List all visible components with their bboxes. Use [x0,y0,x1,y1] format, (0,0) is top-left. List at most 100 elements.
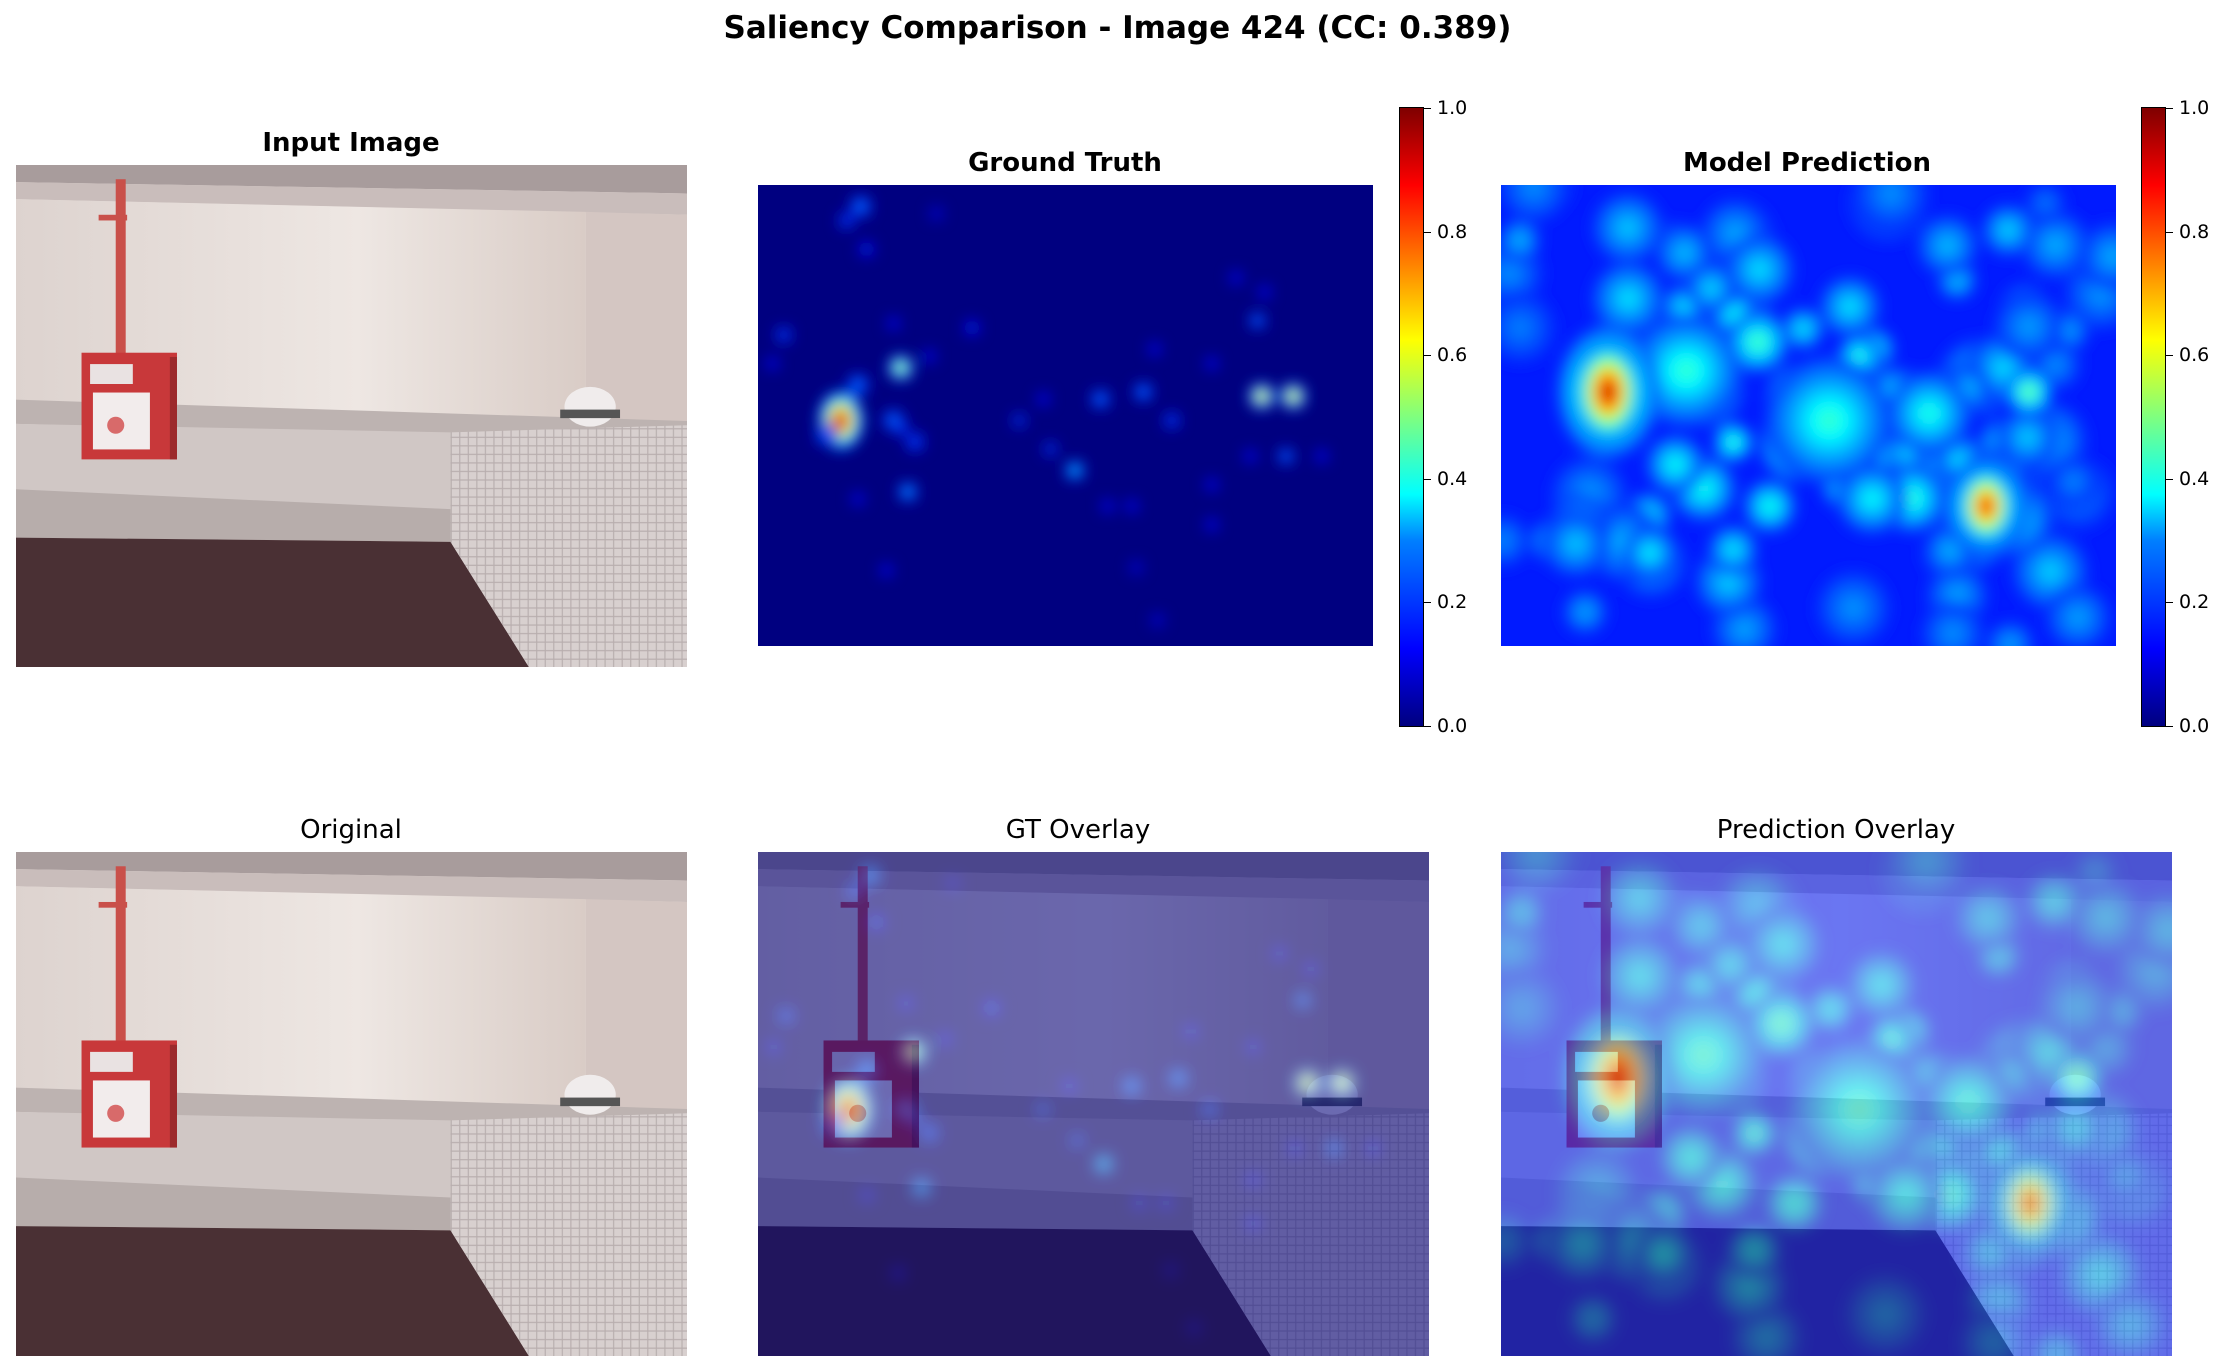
saliency-blob [855,382,860,387]
saliency-blob [1515,1001,1529,1015]
saliency-blob [1775,1017,1787,1030]
saliency-blob [903,1107,908,1112]
saliency-blob [1855,352,1863,361]
saliency-blob [1789,1198,1800,1209]
saliency-blob [912,1115,916,1119]
gt-heatmap-svg [758,185,1373,646]
saliency-blob [911,1049,917,1055]
input-scene [16,165,687,667]
saliency-blob [927,1131,932,1135]
colorbar-tick: 1.0 [2165,97,2209,119]
saliency-blob [1255,319,1259,323]
saliency-blob [1293,1147,1297,1150]
saliency-blob [2070,1000,2084,1014]
saliency-blob [2025,388,2033,396]
saliency-blob [1753,263,1766,276]
saliency-blob [2069,1122,2081,1134]
saliency-blob [2025,1196,2035,1210]
saliency-blob [1251,1222,1255,1225]
saliency-blob [1765,501,1775,511]
saliency-blob [1192,1326,1196,1330]
saliency-blob [1130,504,1134,508]
saliency-blob [2100,1043,2111,1054]
saliency-blob [904,1002,908,1005]
saliency-blob [1942,240,1953,251]
saliency-blob [1844,301,1856,312]
prediction-colorbar: 0.0 0.2 0.4 0.6 0.8 1.0 [2141,97,2209,737]
original-scene [16,852,687,1356]
saliency-blob [1945,546,1955,556]
saliency-blob [771,362,774,365]
saliency-blob [1866,493,1878,505]
saliency-blob [2006,640,2015,646]
saliency-blob [844,1104,853,1115]
saliency-blob [1301,998,1305,1002]
saliency-blob [1742,1279,1756,1293]
saliency-blob [951,881,954,885]
colorbar-tick: 0.8 [2165,221,2209,243]
saliency-blob [1189,1030,1193,1033]
saliency-blob [1905,492,1918,505]
saliency-blob [1696,981,1706,990]
saliency-blob [1153,347,1156,351]
colorbar-tick: 0.2 [2165,591,2209,613]
saliency-blob [1622,292,1635,305]
saliency-blob [2072,612,2084,624]
saliency-blob [784,1014,788,1018]
saliency-blob [1504,942,1517,955]
saliency-blob [1729,438,1737,446]
saliency-blob [1680,303,1689,312]
saliency-blob [2022,432,2033,443]
colorbar-tick-label: 0.4 [2179,467,2210,490]
saliency-blob [896,1272,900,1275]
saliency-blob [1952,590,1963,601]
saliency-blob [898,365,903,370]
saliency-blob [1371,1147,1375,1150]
saliency-blob [1953,276,1961,284]
saliency-blob [2049,239,2062,251]
saliency-blob [1320,454,1323,458]
saliency-blob [1960,1093,1976,1110]
saliency-blob [1633,969,1647,984]
saliency-blob [1169,1268,1172,1272]
colorbar-tick-label: 0.6 [2179,344,2210,367]
saliency-blob [1751,989,1761,999]
colorbar-tick-label: 0.6 [1437,344,1468,367]
saliency-blob [1750,898,1763,912]
saliency-blob [1251,1045,1255,1049]
colorbar-tick: 0.0 [1423,715,1467,737]
prediction-overlay [1501,852,2172,1356]
saliency-blob [1987,1336,2000,1349]
saliency-blob [935,212,938,215]
saliency-blob [2094,287,2108,300]
saliency-blob [1697,483,1710,495]
saliency-blob [1515,236,1524,245]
saliency-blob [1517,908,1526,917]
saliency-blob [1106,504,1109,508]
saliency-blob [1017,419,1021,422]
saliency-blob [1826,1005,1835,1014]
saliency-blob [1588,1314,1597,1324]
saliency-blob [1887,1035,1896,1044]
saliency-blob [824,432,829,437]
model-prediction-title: Model Prediction [1682,148,1932,178]
saliency-blob [1612,1069,1624,1087]
saliency-blob [1073,468,1077,473]
saliency-blob [1715,1177,1729,1190]
saliency-blob [2049,896,2060,907]
saliency-blob [1994,952,2003,960]
saliency-blob [1706,284,1716,293]
saliency-blob [1947,628,1959,639]
saliency-blob [1919,854,1934,869]
saliency-blob [830,1122,835,1128]
ground-truth-title: Ground Truth [968,148,1162,178]
saliency-blob [864,1068,870,1073]
saliency-blob [1129,1084,1134,1088]
gt-overlay-heat [758,852,1429,1356]
saliency-blob [1170,419,1174,422]
saliency-blob [772,1045,775,1049]
input-image [16,165,687,667]
saliency-blob [2072,1074,2082,1083]
saliency-blob [1581,608,1589,616]
saliency-blob [1921,406,1937,421]
